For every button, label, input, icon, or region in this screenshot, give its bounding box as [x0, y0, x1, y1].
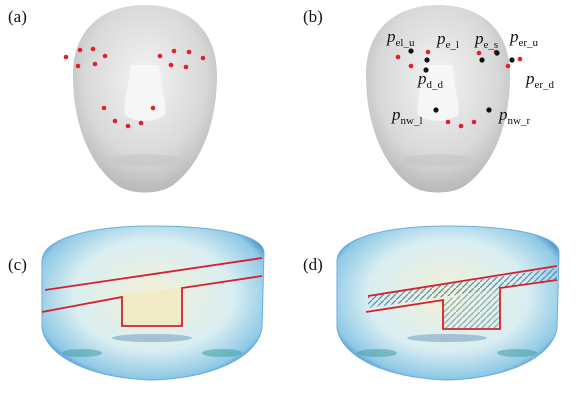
- point-subscript: er_u: [519, 37, 539, 49]
- panel-label: (b): [303, 7, 323, 26]
- point-subscript: er_d: [535, 79, 555, 91]
- point-label: pnw_r: [498, 105, 530, 127]
- face: [73, 5, 217, 193]
- panel-label: (c): [8, 255, 27, 274]
- panel-label: (d): [303, 255, 323, 274]
- point-symbol: p: [436, 29, 446, 48]
- panel-label: (a): [8, 7, 27, 26]
- groove: [122, 288, 182, 325]
- point-symbol: p: [525, 69, 535, 88]
- point-symbol: p: [474, 29, 484, 48]
- figure: (a) (b) (c) (d) pel_upe_lpe_sper_upd_dpe…: [0, 0, 577, 405]
- point-subscript: e_l: [446, 39, 459, 51]
- point-subscript: nw_l: [401, 115, 423, 127]
- point-label: per_d: [525, 69, 555, 91]
- point-subscript: e_s: [484, 39, 499, 51]
- point-subscript: d_d: [427, 79, 444, 91]
- point-subscript: el_u: [396, 37, 415, 49]
- point-symbol: p: [417, 69, 427, 88]
- point-subscript: nw_r: [508, 115, 531, 127]
- point-symbol: p: [498, 105, 508, 124]
- point-symbol: p: [391, 105, 401, 124]
- point-symbol: p: [509, 27, 519, 46]
- point-symbol: p: [386, 27, 396, 46]
- point-label: per_u: [509, 27, 539, 49]
